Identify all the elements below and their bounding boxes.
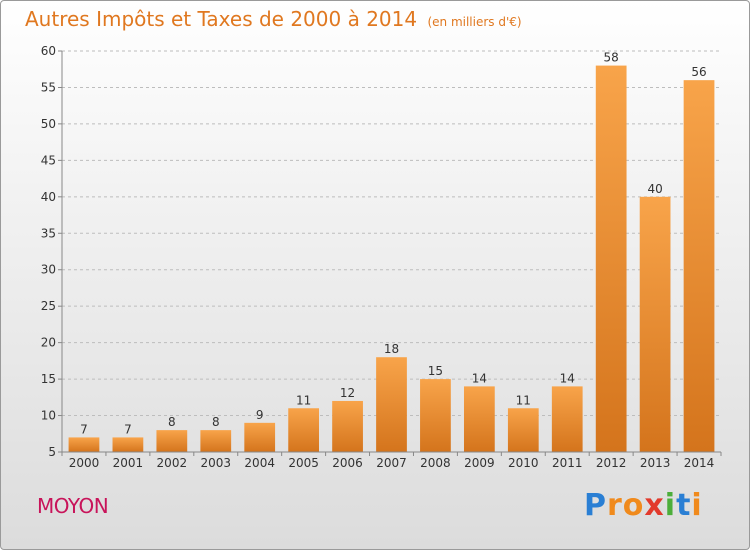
x-tick-label: 2007: [376, 456, 407, 470]
x-tick-label: 2006: [332, 456, 363, 470]
bar-2001: [112, 437, 144, 452]
data-label: 56: [691, 65, 706, 79]
data-label: 14: [560, 371, 575, 385]
x-axis: 2000 2001 2002 2003 2004 2005 2006 2007 2008 2009…: [61, 451, 722, 470]
commune-name: MOYON: [37, 494, 109, 518]
data-label: 11: [516, 393, 531, 407]
logo-letter: r: [607, 488, 623, 523]
x-tick-label: 2004: [244, 456, 275, 470]
data-label: 12: [340, 386, 355, 400]
x-tick-label: 2011: [552, 456, 583, 470]
logo-letter: i: [664, 488, 677, 523]
data-label: 9: [256, 408, 264, 422]
logo-letter: t: [676, 488, 692, 523]
bar-2000: [68, 437, 100, 452]
y-tick-label: 5: [48, 445, 56, 459]
chart-title-text: Autres Impôts et Taxes de 2000 à 2014: [25, 7, 418, 31]
y-tick-label: 20: [41, 336, 56, 350]
data-label: 8: [212, 415, 220, 429]
logo-letter: P: [584, 488, 607, 523]
y-tick-label: 10: [41, 409, 56, 423]
x-tick-label: 2008: [420, 456, 451, 470]
x-tick-label: 2014: [684, 456, 715, 470]
y-tick-label: 55: [41, 80, 56, 94]
x-tick-label: 2009: [464, 456, 495, 470]
y-axis: 5 10 15 20 25 30 35 40 45 50 55 60: [41, 44, 63, 459]
data-label: 18: [384, 342, 399, 356]
y-tick-label: 50: [41, 117, 56, 131]
data-label: 8: [168, 415, 176, 429]
logo-letter: x: [644, 488, 665, 523]
y-tick-label: 40: [41, 190, 56, 204]
y-tick-label: 15: [41, 372, 56, 386]
data-label: 58: [604, 51, 619, 65]
chart-title: Autres Impôts et Taxes de 2000 à 2014 (e…: [25, 7, 522, 31]
x-tick-label: 2012: [596, 456, 627, 470]
bar-2014: [683, 80, 715, 452]
data-label: 14: [472, 371, 487, 385]
y-tick-label: 60: [41, 44, 56, 58]
data-label: 11: [296, 393, 311, 407]
x-tick-label: 2001: [113, 456, 144, 470]
x-tick-label: 2010: [508, 456, 539, 470]
bars: [68, 65, 715, 452]
data-label: 7: [124, 422, 132, 436]
bar-2009: [463, 386, 495, 452]
proxiti-logo: Proxiti: [584, 488, 703, 523]
bar-2008: [420, 379, 451, 452]
logo-letter: i: [691, 488, 703, 523]
bar-2004: [244, 422, 276, 452]
y-tick-label: 25: [41, 299, 56, 313]
chart-subtitle: (en milliers d'€): [427, 15, 522, 29]
x-tick-label: 2002: [157, 456, 188, 470]
y-tick-label: 35: [41, 226, 56, 240]
bar-2005: [288, 408, 320, 452]
bar-2003: [200, 430, 232, 452]
data-label: 40: [647, 182, 662, 196]
bar-2011: [551, 386, 583, 452]
bar-2013: [639, 196, 671, 452]
data-labels: 7 7 8 8 9 11 12 18 15 14 11 14 58 40 56: [80, 51, 707, 437]
logo-letter: o: [622, 488, 645, 523]
data-label: 7: [80, 422, 88, 436]
x-tick-label: 2013: [640, 456, 671, 470]
y-tick-label: 45: [41, 153, 56, 167]
bar-2006: [332, 400, 363, 452]
bar-2007: [376, 357, 407, 452]
y-tick-label: 30: [41, 263, 56, 277]
data-label: 15: [428, 364, 443, 378]
x-tick-label: 2000: [69, 456, 100, 470]
bar-2010: [507, 408, 539, 452]
x-tick-label: 2005: [288, 456, 319, 470]
x-tick-label: 2003: [200, 456, 231, 470]
bar-2002: [156, 430, 188, 452]
bar-2012: [595, 65, 627, 452]
